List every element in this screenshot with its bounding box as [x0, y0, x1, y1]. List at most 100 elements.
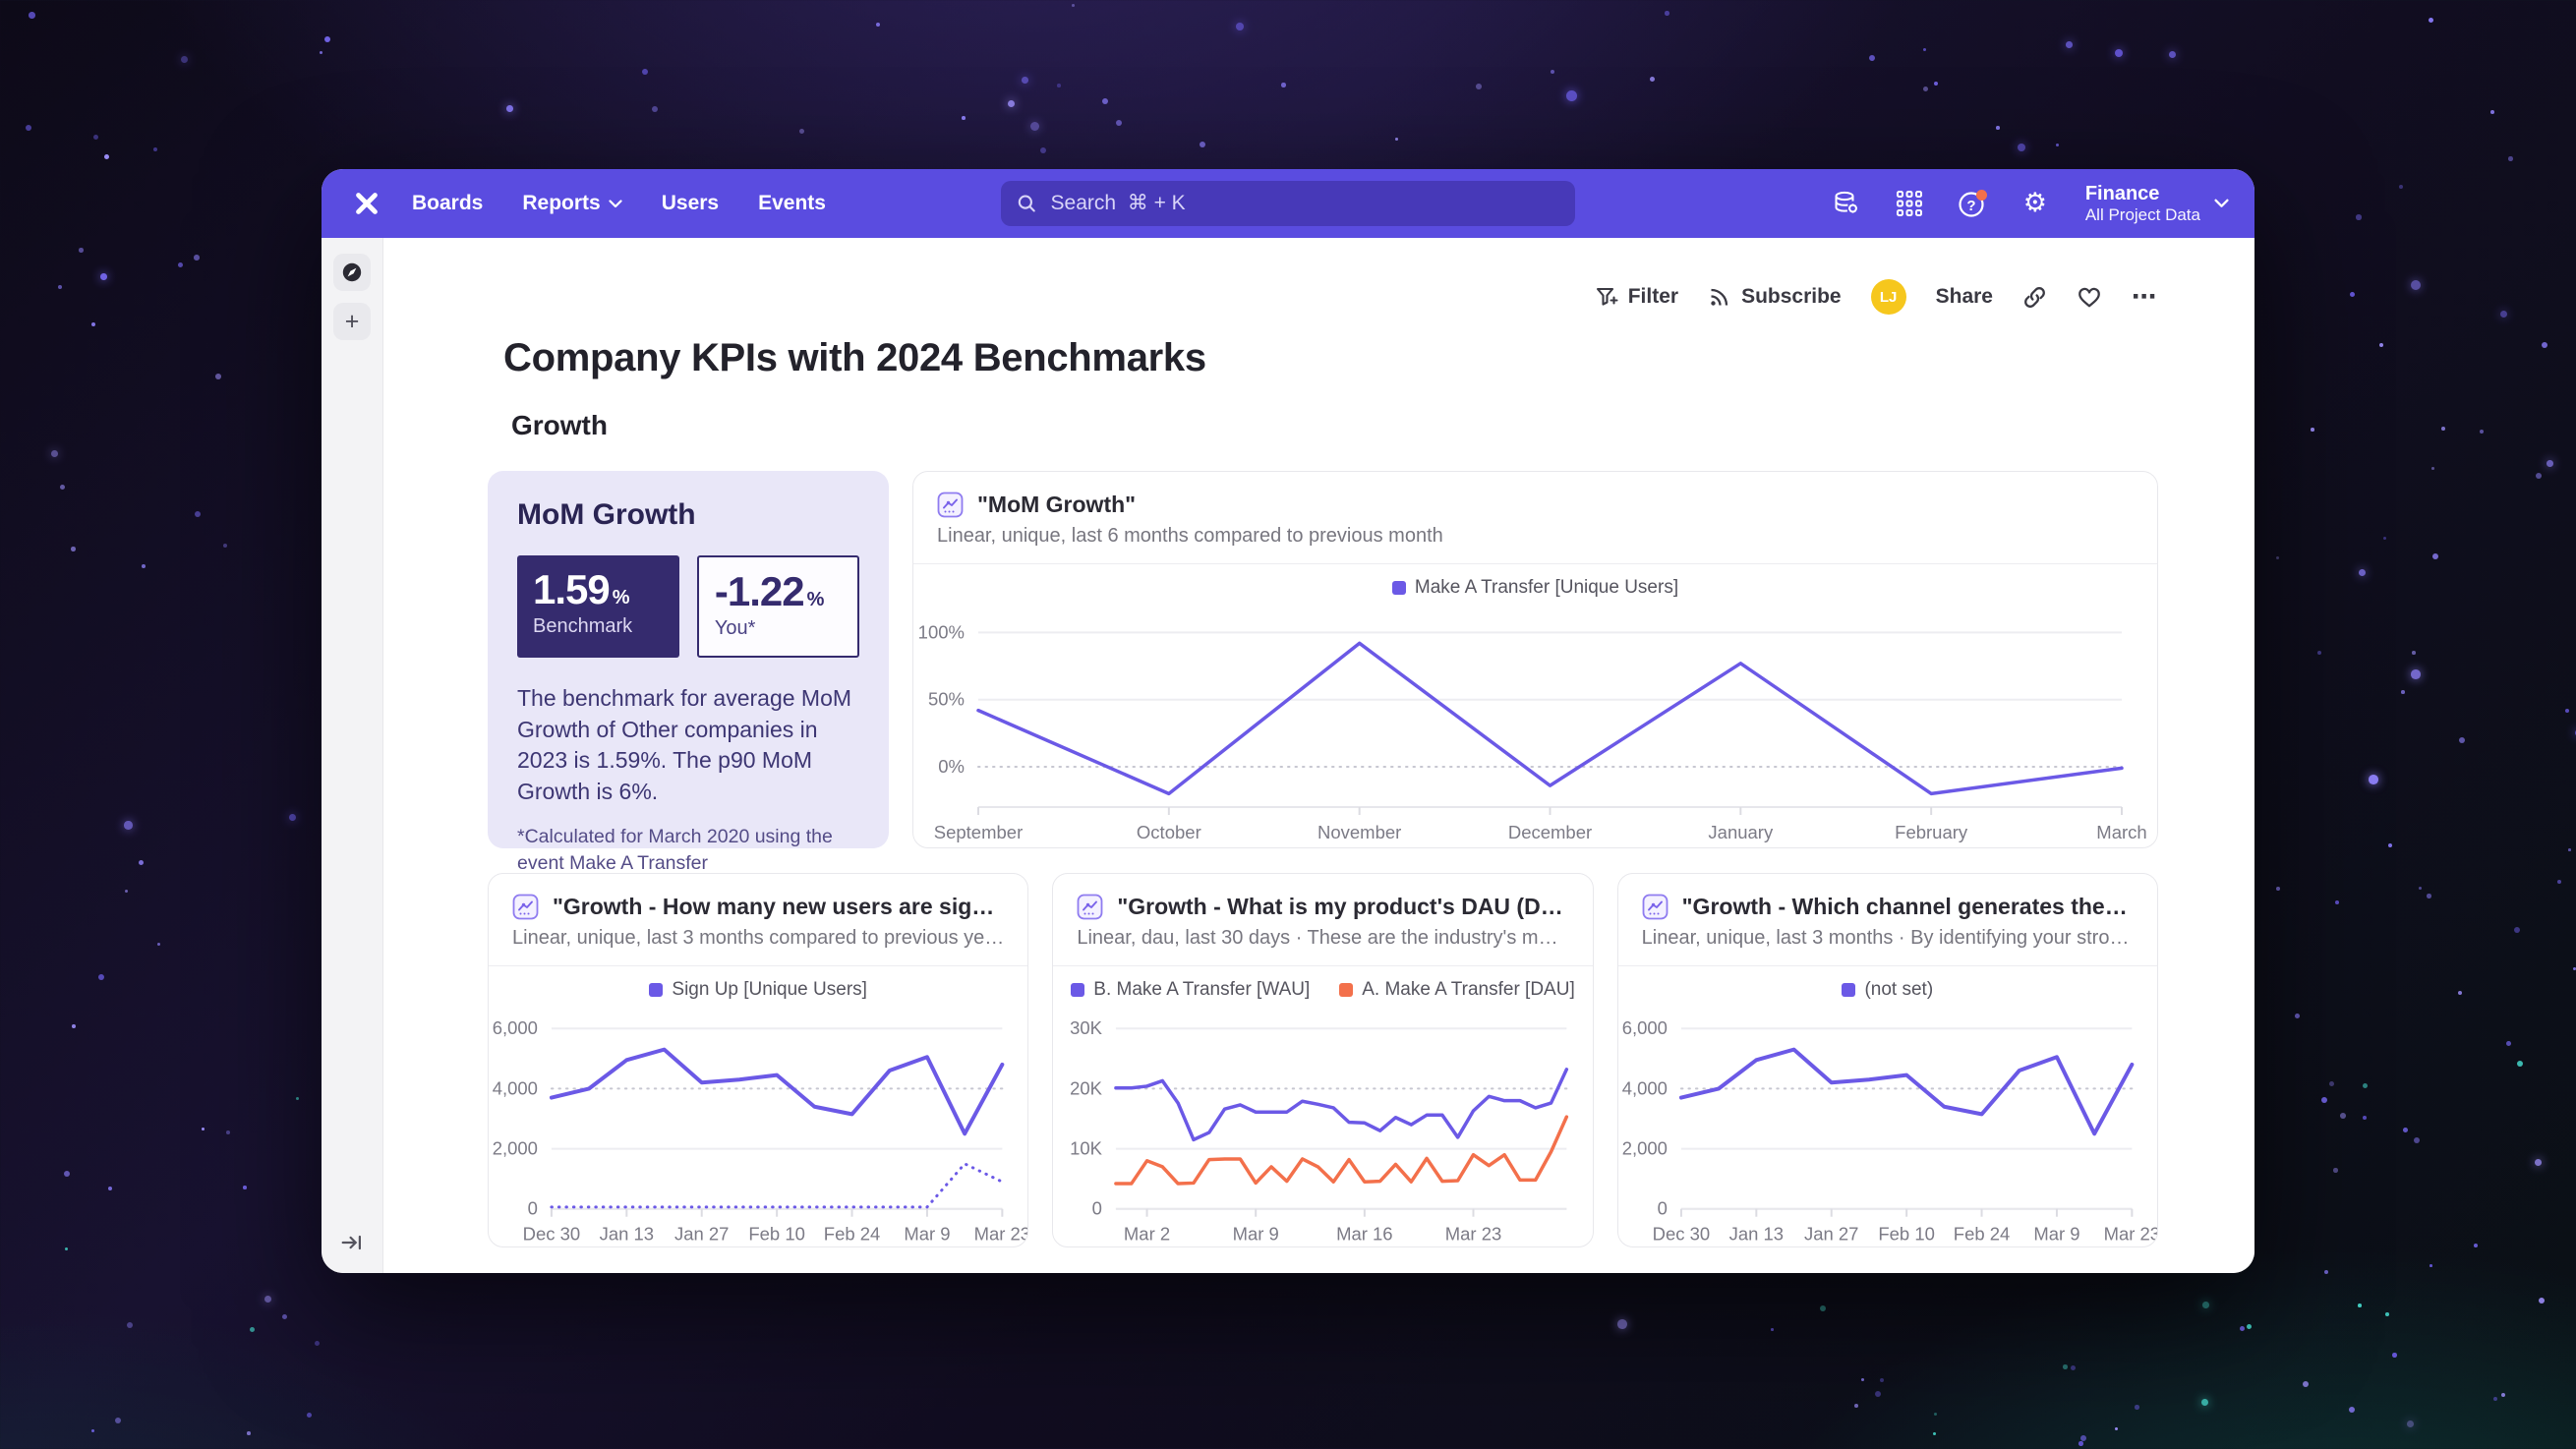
notification-dot [1975, 189, 1987, 201]
chart-title[interactable]: "MoM Growth" [977, 492, 1137, 517]
share-button[interactable]: Share [1935, 285, 1993, 308]
navbar-right: ? ⚙ Finance All Project Data [1830, 182, 2229, 225]
avatar[interactable]: LJ [1870, 279, 1906, 315]
legend-item[interactable]: (not set) [1842, 979, 1933, 1001]
project-switcher[interactable]: Finance All Project Data [2085, 182, 2229, 225]
nav-item-users[interactable]: Users [661, 192, 720, 214]
svg-text:?: ? [1966, 198, 1975, 214]
benchmark-card-title: MoM Growth [517, 498, 696, 531]
svg-text:September: September [934, 822, 1024, 842]
svg-text:10K: 10K [1070, 1138, 1103, 1159]
left-sidebar: + [322, 238, 383, 1273]
data-management-icon[interactable] [1830, 187, 1863, 220]
svg-text:Feb 24: Feb 24 [824, 1224, 881, 1245]
svg-text:0: 0 [1657, 1198, 1667, 1219]
benchmark-description: The benchmark for average MoM Growth of … [517, 685, 852, 805]
svg-text:6,000: 6,000 [493, 1017, 538, 1038]
chart-card-signups: "Growth - How many new users are signing… [488, 873, 1029, 1247]
line-chart-icon [1077, 894, 1103, 920]
line-chart[interactable]: 0 2,000 4,000 6,000 Dec 30 Jan 13 Jan 27 Feb 10… [489, 1003, 1029, 1247]
svg-text:January: January [1708, 822, 1774, 842]
line-chart-icon [1642, 894, 1669, 920]
link-icon [2024, 286, 2045, 308]
svg-text:October: October [1137, 822, 1201, 842]
line-chart-icon [937, 492, 964, 518]
svg-text:Mar 2: Mar 2 [1124, 1224, 1170, 1245]
legend-item[interactable]: Make A Transfer [Unique Users] [1391, 577, 1678, 599]
you-value-box: -1.22% You* [696, 555, 859, 658]
nav-items: Boards Reports Users Events [412, 192, 826, 215]
svg-text:December: December [1508, 822, 1592, 842]
project-name: Finance [2084, 182, 2160, 204]
favorite-button[interactable] [2077, 284, 2102, 310]
svg-text:February: February [1895, 822, 1968, 842]
line-chart-icon [512, 894, 539, 920]
chart-card-mom-growth: "MoM Growth" Linear, unique, last 6 mont… [912, 471, 2158, 848]
settings-gear-icon[interactable]: ⚙ [2022, 188, 2047, 219]
chart-legend: Make A Transfer [Unique Users] [913, 577, 2157, 599]
svg-text:March: March [2096, 822, 2146, 842]
svg-text:6,000: 6,000 [1621, 1017, 1667, 1038]
nav-item-reports[interactable]: Reports [522, 192, 622, 215]
legend-item[interactable]: A. Make A Transfer [DAU] [1339, 979, 1575, 1001]
benchmark-footnote: *Calculated for March 2020 using the eve… [517, 825, 833, 875]
svg-text:Jan 13: Jan 13 [600, 1224, 654, 1245]
top-navbar: Boards Reports Users Events [322, 169, 2254, 238]
svg-text:Mar 23: Mar 23 [974, 1224, 1029, 1245]
svg-text:0: 0 [528, 1198, 538, 1219]
line-chart[interactable]: 0 2,000 4,000 6,000 Dec 30 Jan 13 Jan 27 Feb 10… [1618, 1003, 2157, 1247]
svg-text:2,000: 2,000 [1621, 1138, 1667, 1159]
heart-icon [2078, 287, 2100, 308]
add-board-button[interactable]: + [333, 303, 371, 340]
chevron-down-icon [2214, 199, 2229, 207]
filter-icon [1596, 287, 1618, 306]
nav-item-events[interactable]: Events [758, 192, 826, 214]
search-icon [1018, 195, 1035, 212]
svg-text:Feb 10: Feb 10 [1878, 1224, 1935, 1245]
chevron-down-icon [609, 199, 622, 207]
expand-sidebar-button[interactable] [333, 1224, 371, 1261]
line-chart[interactable]: 0 10K 20K 30K Mar 2 Mar 9 Mar 16 Mar 23 [1053, 1003, 1592, 1247]
chart-subtitle: Linear, dau, last 30 days · These are th… [1077, 927, 1568, 949]
line-chart[interactable]: 0% 50% 100% September October November Decembe… [913, 601, 2157, 848]
project-subtitle: All Project Data [2084, 204, 2200, 224]
nav-item-boards[interactable]: Boards [412, 192, 484, 214]
chart-subtitle: Linear, unique, last 3 months compared t… [512, 927, 1004, 949]
global-search[interactable] [1001, 181, 1575, 226]
legend-swatch [1842, 983, 1856, 997]
copy-link-button[interactable] [2022, 285, 2047, 310]
svg-text:Mar 9: Mar 9 [904, 1224, 950, 1245]
help-icon[interactable]: ? [1956, 187, 1989, 220]
svg-text:Mar 9: Mar 9 [2033, 1224, 2079, 1245]
apps-grid-icon[interactable] [1893, 187, 1926, 220]
legend-swatch [1339, 983, 1354, 997]
benchmark-value-box: 1.59% Benchmark [517, 555, 679, 658]
svg-text:0%: 0% [938, 756, 965, 777]
legend-swatch [1391, 581, 1406, 595]
mixpanel-logo-icon[interactable] [347, 184, 386, 223]
page-title: Company KPIs with 2024 Benchmarks [503, 336, 1206, 379]
section-title: Growth [511, 410, 608, 440]
board-content: Company KPIs with 2024 Benchmarks Growth… [383, 238, 2254, 1247]
svg-text:Jan 13: Jan 13 [1728, 1224, 1783, 1245]
svg-text:Jan 27: Jan 27 [1804, 1224, 1858, 1245]
legend-swatch [649, 983, 664, 997]
chart-title[interactable]: "Growth - Which channel generates the mo… [1681, 894, 2134, 919]
search-input[interactable] [1048, 191, 1559, 216]
filter-button[interactable]: Filter [1595, 285, 1678, 309]
board-canvas: Filter Subscribe LJ Share [383, 238, 2254, 1273]
chart-card-channels: "Growth - Which channel generates the mo… [1616, 873, 2158, 1247]
chart-card-dau: "Growth - What is my product's DAU (Dail… [1052, 873, 1594, 1247]
benchmark-card: MoM Growth 1.59% Benchmark -1.22% You* [488, 471, 889, 874]
compass-boards-button[interactable] [333, 254, 371, 291]
svg-text:100%: 100% [918, 621, 965, 642]
chart-title[interactable]: "Growth - What is my product's DAU (Dail… [1117, 894, 1568, 919]
legend-item[interactable]: B. Make A Transfer [WAU] [1071, 979, 1310, 1001]
subscribe-button[interactable]: Subscribe [1708, 285, 1842, 309]
chart-legend: B. Make A Transfer [WAU] A. Make A Trans… [1053, 979, 1592, 1001]
chart-title[interactable]: "Growth - How many new users are signing… [553, 894, 1004, 919]
svg-text:Mar 23: Mar 23 [1445, 1224, 1501, 1245]
legend-item[interactable]: Sign Up [Unique Users] [649, 979, 867, 1001]
svg-text:Feb 24: Feb 24 [1953, 1224, 2010, 1245]
svg-text:30K: 30K [1070, 1017, 1103, 1038]
